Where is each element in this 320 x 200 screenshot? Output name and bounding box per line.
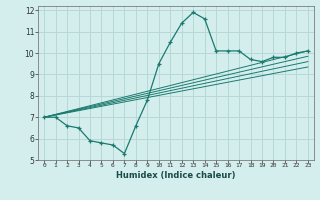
X-axis label: Humidex (Indice chaleur): Humidex (Indice chaleur) — [116, 171, 236, 180]
